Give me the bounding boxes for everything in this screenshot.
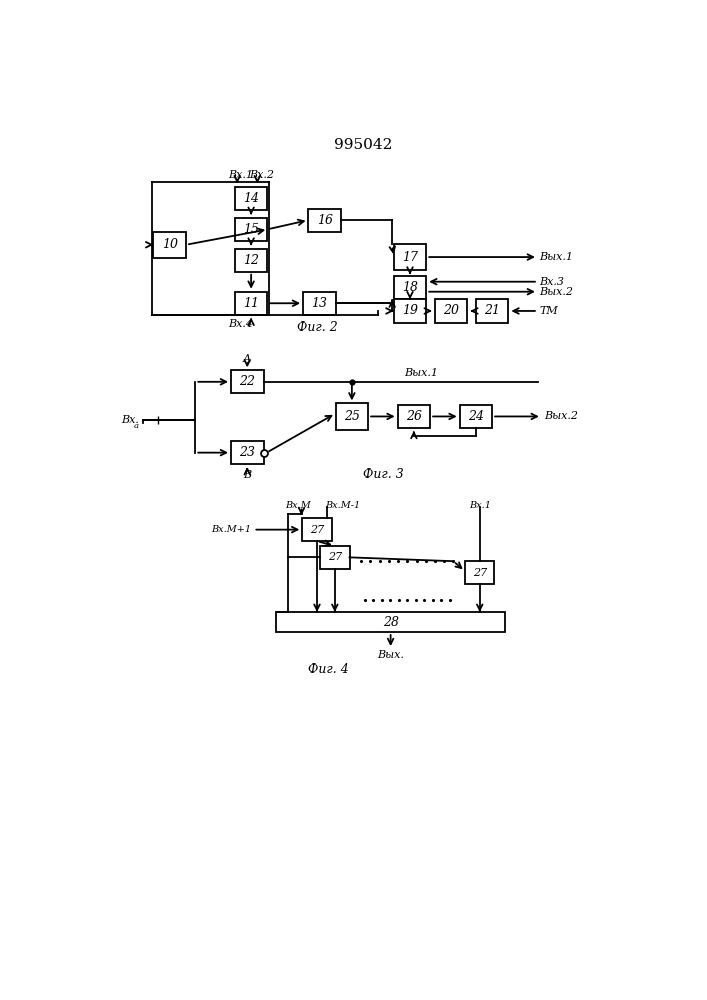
Text: 27: 27: [472, 568, 487, 578]
Bar: [320, 546, 349, 569]
Text: 10: 10: [162, 238, 177, 251]
Bar: [435, 299, 467, 323]
Text: 23: 23: [239, 446, 255, 459]
Text: 22: 22: [239, 375, 255, 388]
Text: Вх.1: Вх.1: [228, 170, 254, 180]
Text: 20: 20: [443, 304, 459, 317]
Text: 28: 28: [382, 616, 399, 629]
Text: ТМ: ТМ: [539, 306, 558, 316]
Bar: [153, 232, 186, 258]
Text: А: А: [243, 354, 252, 364]
Text: 18: 18: [402, 281, 418, 294]
Text: 27: 27: [328, 552, 342, 562]
Bar: [397, 405, 430, 428]
Bar: [235, 292, 267, 315]
Bar: [394, 299, 426, 323]
Text: Вх.2: Вх.2: [249, 170, 274, 180]
Text: Вх.3: Вх.3: [539, 277, 564, 287]
Text: Фиг. 3: Фиг. 3: [363, 468, 403, 481]
Bar: [465, 561, 494, 584]
Text: Вх.М-1: Вх.М-1: [325, 500, 360, 510]
Text: В: В: [243, 470, 251, 480]
Text: 14: 14: [243, 192, 259, 205]
Text: 25: 25: [344, 410, 360, 423]
Text: 24: 24: [468, 410, 484, 423]
Text: Вх.4: Вх.4: [228, 319, 253, 329]
Text: Фиг. 4: Фиг. 4: [308, 663, 349, 676]
Text: 995042: 995042: [334, 138, 392, 152]
Text: 27: 27: [310, 525, 324, 535]
Bar: [394, 244, 426, 270]
Text: Вх.1: Вх.1: [469, 500, 491, 510]
Text: Вых.1: Вых.1: [539, 252, 573, 262]
Text: 11: 11: [243, 297, 259, 310]
Bar: [460, 405, 492, 428]
Text: Вых.2: Вых.2: [539, 287, 573, 297]
Bar: [235, 218, 267, 241]
Text: Вых.: Вых.: [378, 650, 404, 660]
Bar: [231, 441, 264, 464]
Bar: [235, 187, 267, 210]
Bar: [276, 612, 505, 632]
Text: 26: 26: [406, 410, 422, 423]
Text: Вх.М: Вх.М: [285, 500, 310, 510]
Bar: [394, 276, 426, 299]
Text: 13: 13: [311, 297, 327, 310]
Text: 21: 21: [484, 304, 500, 317]
Bar: [235, 249, 267, 272]
Bar: [476, 299, 508, 323]
Text: 17: 17: [402, 251, 418, 264]
Text: Фиг. 2: Фиг. 2: [297, 321, 337, 334]
Text: Вх.: Вх.: [121, 415, 139, 425]
Text: 12: 12: [243, 254, 259, 267]
Text: 19: 19: [402, 304, 418, 317]
Bar: [303, 518, 332, 541]
Text: Вых.1: Вых.1: [404, 368, 438, 378]
Text: Вх.М+1: Вх.М+1: [211, 525, 251, 534]
Text: а: а: [134, 422, 139, 430]
Bar: [303, 292, 336, 315]
Text: 16: 16: [317, 214, 333, 227]
Bar: [231, 370, 264, 393]
Bar: [308, 209, 341, 232]
Bar: [336, 403, 368, 430]
Text: Вых.2: Вых.2: [544, 411, 578, 421]
Text: 15: 15: [243, 223, 259, 236]
